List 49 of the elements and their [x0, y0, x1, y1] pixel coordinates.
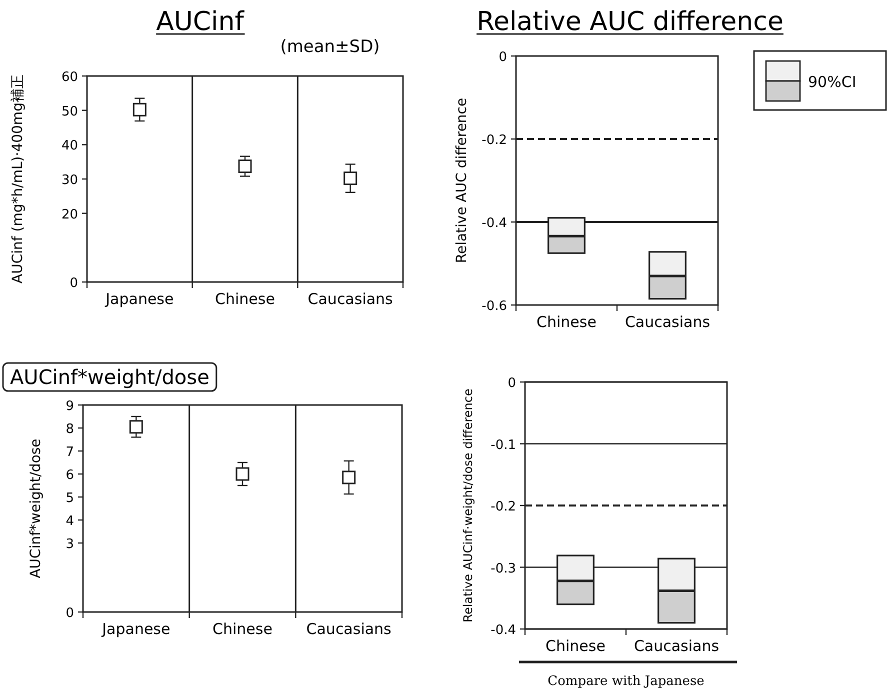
y-tick-label: -0.4: [482, 216, 507, 231]
point: [132, 102, 146, 116]
point: [129, 420, 143, 434]
y-tick-label: -0.2: [490, 500, 516, 514]
x-tick-label: Chinese: [212, 620, 272, 638]
y-axis-title: AUCinf*weight/dose: [28, 438, 44, 578]
x-tick-label: Japanese: [101, 620, 170, 638]
y-tick-label: 3: [66, 537, 74, 552]
y-tick-label: -0.6: [482, 299, 507, 314]
y-axis-title: AUCinf (mg*h/mL)·400mg補正: [10, 74, 26, 284]
point: [236, 467, 250, 481]
y-tick-label: 20: [61, 207, 78, 222]
y-axis-title: Relative AUC difference: [454, 98, 470, 264]
y-tick-label: -0.3: [490, 561, 516, 576]
y-tick-label: 8: [66, 422, 74, 437]
y-tick-label: 0: [70, 276, 78, 291]
chart-title: AUCinf*weight/dose: [10, 365, 210, 389]
y-tick-label: 5: [66, 491, 74, 506]
point: [238, 160, 252, 174]
y-tick-label: -0.4: [490, 623, 516, 638]
x-tick-label: Chinese: [215, 290, 275, 308]
y-tick-label: 0: [66, 606, 74, 621]
x-tick-label: Caucasians: [634, 637, 720, 655]
chart-title: Relative AUC difference: [476, 7, 784, 37]
point: [342, 470, 356, 484]
y-tick-label: 0: [498, 50, 507, 65]
x-tick-label: Japanese: [104, 290, 174, 308]
legend-label: 90%CI: [808, 73, 856, 91]
y-tick-label: 30: [61, 173, 78, 188]
y-tick-label: 40: [61, 138, 78, 154]
y-tick-label: 60: [61, 70, 78, 85]
x-axis-title: Compare with Japanese: [548, 674, 705, 689]
y-tick-label: 9: [66, 399, 74, 414]
y-tick-label: 4: [66, 514, 74, 529]
y-axis-title: Relative AUCinf·weight/dose difference: [461, 388, 475, 622]
chart-title: AUCinf: [156, 7, 245, 37]
y-tick-label: 0: [508, 376, 516, 391]
chart-subtitle: (mean±SD): [280, 37, 380, 57]
y-tick-label: 6: [66, 468, 74, 483]
y-tick-label: -0.1: [490, 438, 516, 453]
y-tick-label: 7: [66, 445, 74, 460]
x-tick-label: Chinese: [536, 313, 596, 331]
y-tick-label: 50: [61, 104, 78, 120]
point: [344, 172, 358, 186]
y-tick-label: -0.2: [482, 133, 507, 148]
x-tick-label: Caucasians: [624, 313, 710, 331]
x-tick-label: Caucasians: [306, 620, 392, 638]
x-tick-label: Chinese: [546, 637, 606, 655]
x-tick-label: Caucasians: [308, 290, 394, 308]
